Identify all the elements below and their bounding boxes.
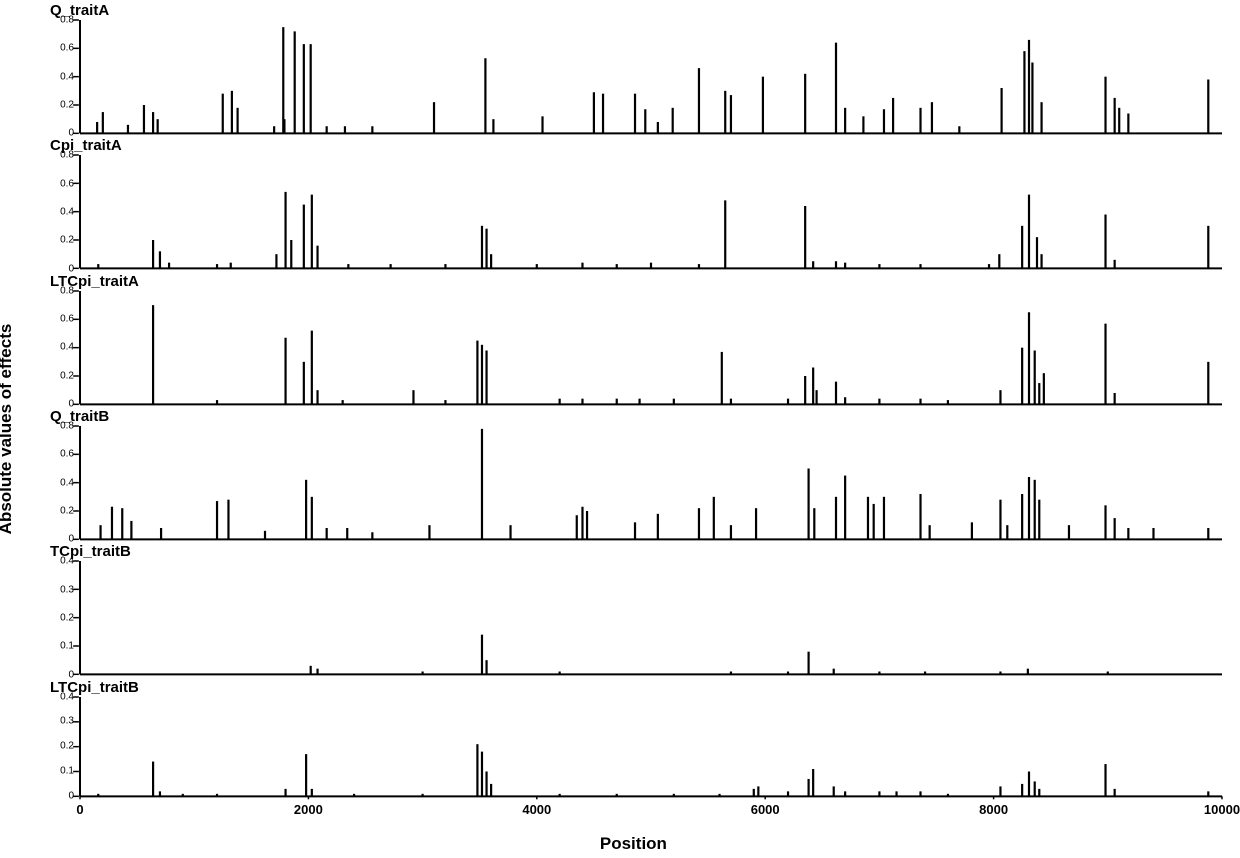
plot-area: 00.20.40.60.8 [80,291,1222,404]
panel-stack: Q_traitA00.20.40.60.8Cpi_traitA00.20.40.… [52,6,1222,818]
y-axis-label: Absolute values of effects [0,324,16,535]
plot-area: 00.10.20.30.40200040006000800010000 [80,697,1222,796]
panel-title: Q_traitA [50,2,109,19]
x-tick-label: 4000 [522,796,551,817]
x-tick-label: 6000 [751,796,780,817]
plot-area: 00.10.20.30.4 [80,561,1222,674]
x-tick-label: 10000 [1204,796,1240,817]
panel: TCpi_traitB00.10.20.30.4 [52,547,1222,682]
panel: Cpi_traitA00.20.40.60.8 [52,141,1222,276]
panel: Q_traitA00.20.40.60.8 [52,6,1222,141]
plot-area: 00.20.40.60.8 [80,20,1222,133]
panel-title: Q_traitB [50,408,109,425]
panel-title: LTCpi_traitA [50,273,139,290]
plot-area: 00.20.40.60.8 [80,155,1222,268]
x-tick-label: 0 [76,796,83,817]
x-tick-label: 2000 [294,796,323,817]
panel-title: Cpi_traitA [50,137,122,154]
plot-area: 00.20.40.60.8 [80,426,1222,539]
panel: Q_traitB00.20.40.60.8 [52,412,1222,547]
manhattan-figure: Absolute values of effects Position Q_tr… [0,0,1240,858]
panel-title: LTCpi_traitB [50,679,139,696]
x-axis-label: Position [600,834,667,854]
x-tick-label: 8000 [979,796,1008,817]
panel: LTCpi_traitB00.10.20.30.4020004000600080… [52,683,1222,818]
panel: LTCpi_traitA00.20.40.60.8 [52,277,1222,412]
panel-title: TCpi_traitB [50,543,131,560]
